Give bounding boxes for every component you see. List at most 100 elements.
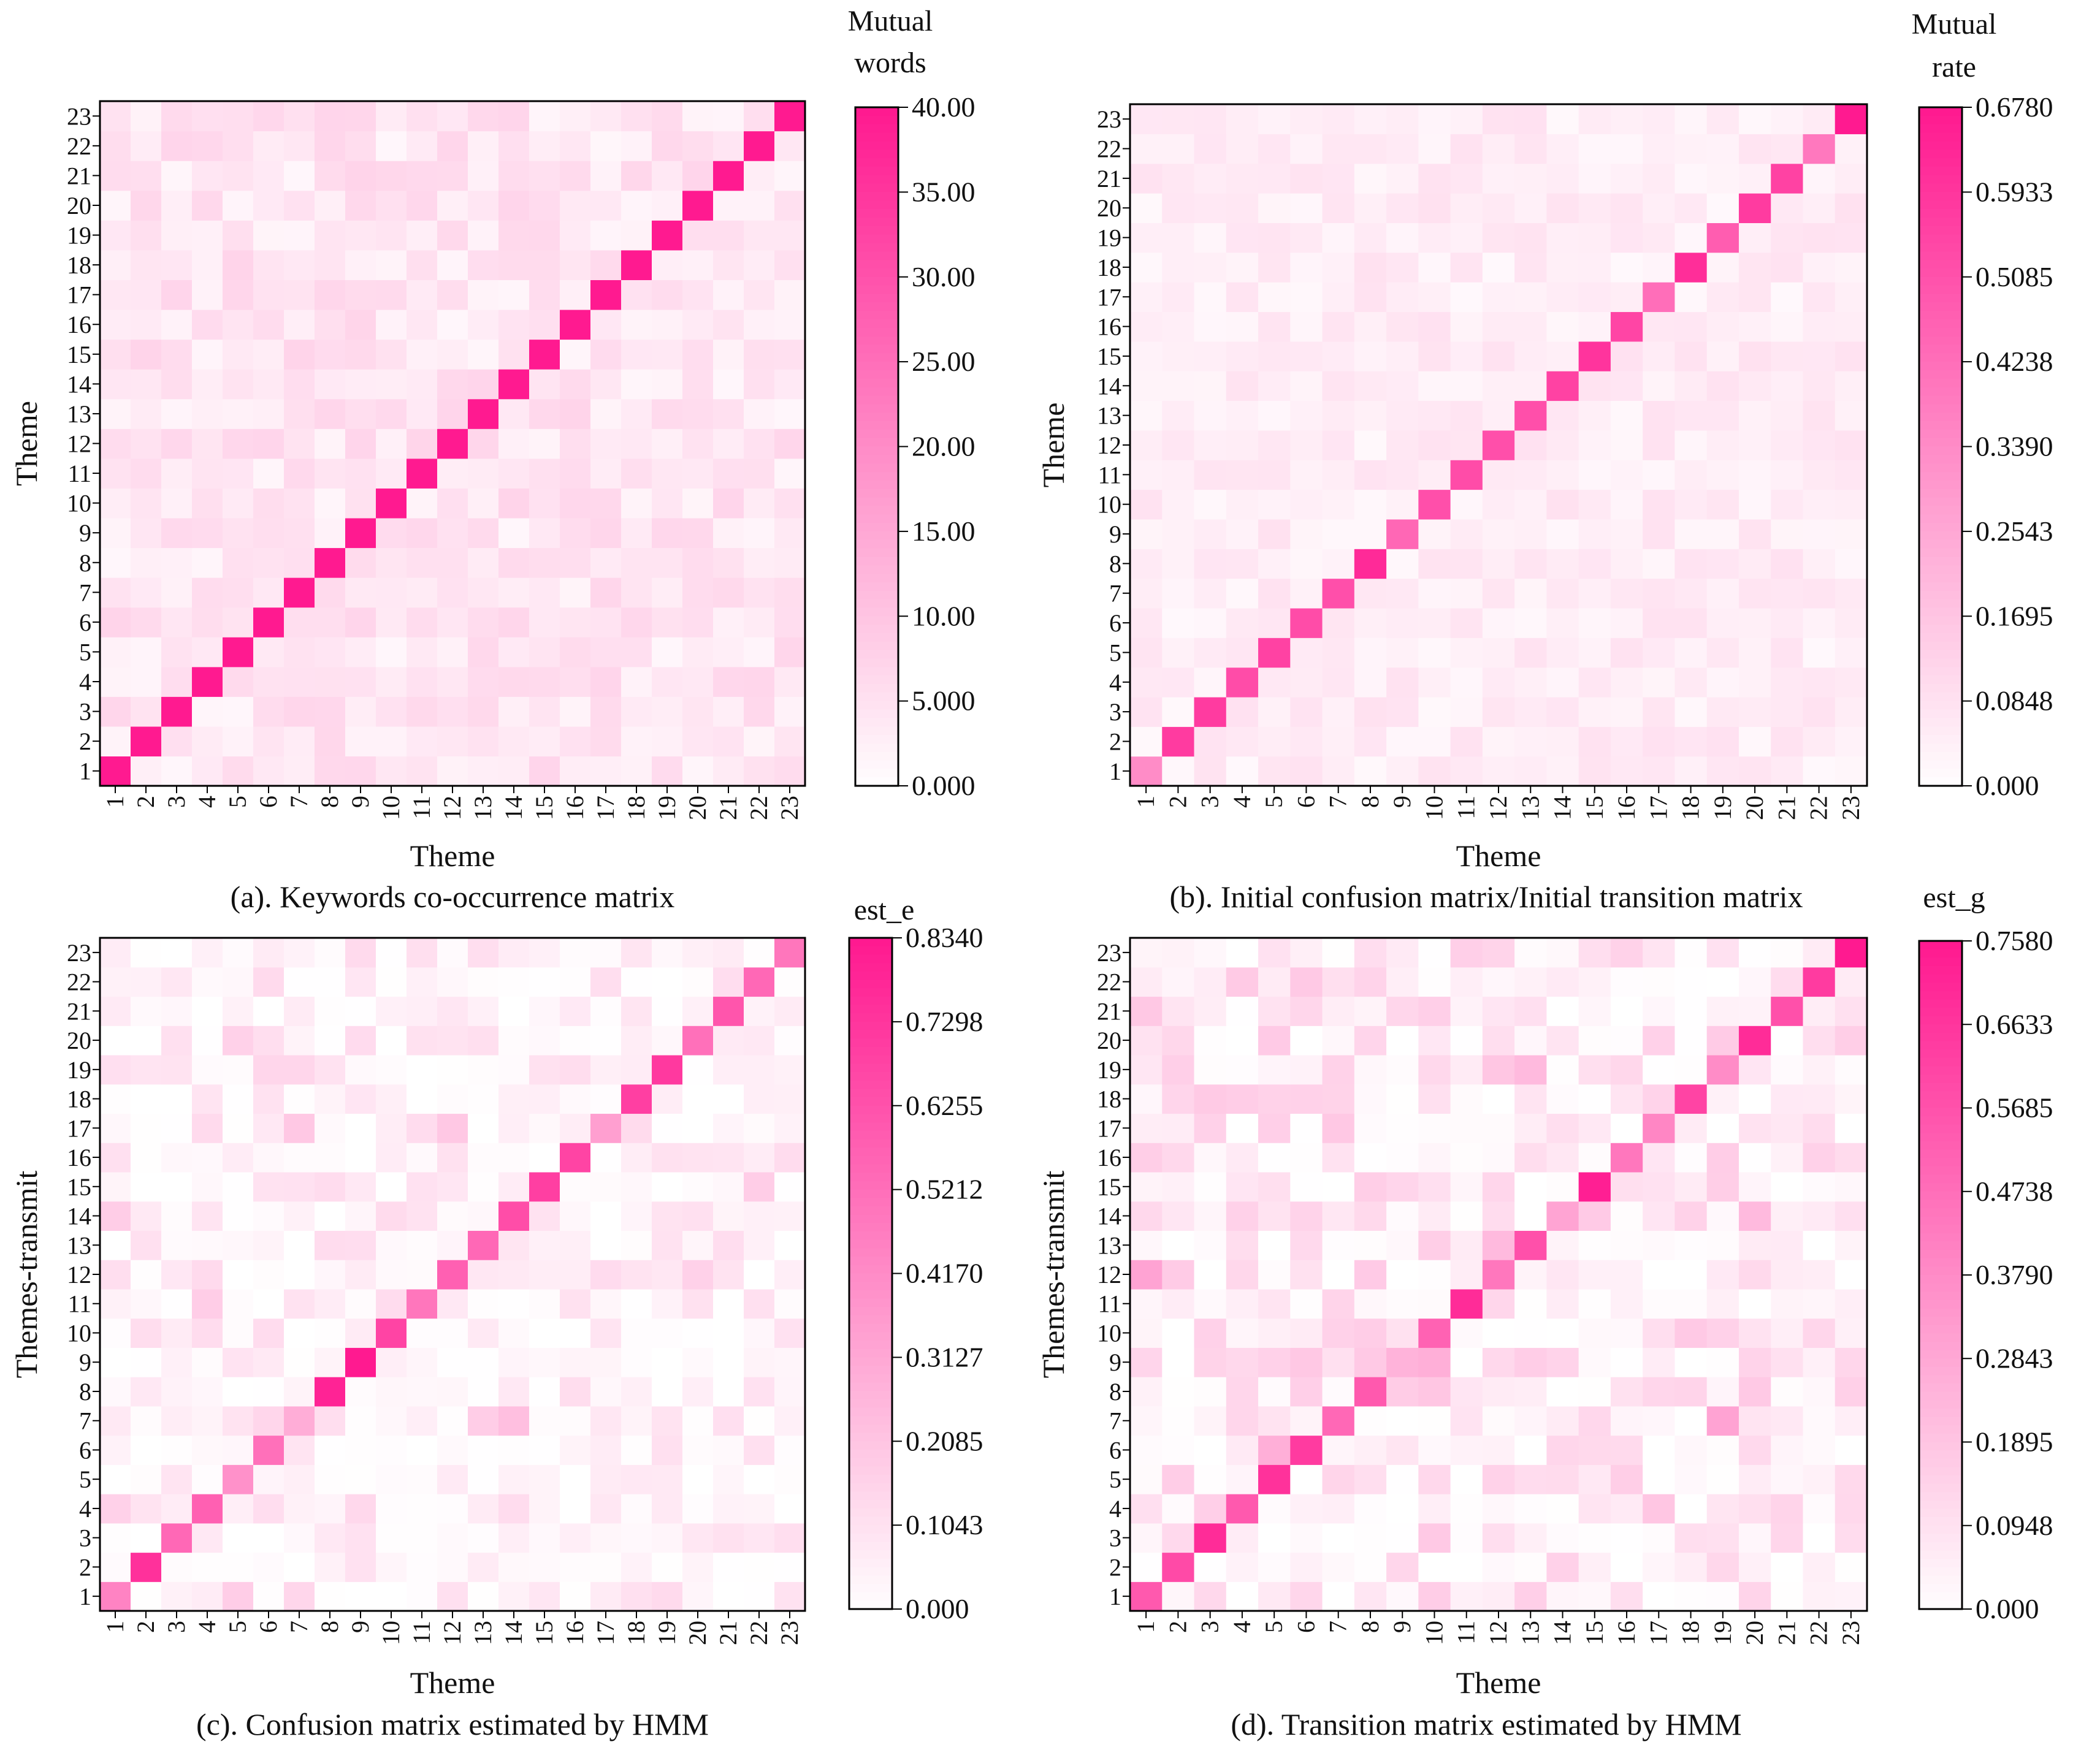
heatmap-cell	[407, 1171, 438, 1202]
heatmap-cell	[529, 967, 560, 997]
colorbar: 0.67800.59330.50850.42380.33900.25430.16…	[1912, 8, 2053, 801]
colorbar-segment	[1919, 949, 1962, 959]
colorbar-segment	[849, 946, 892, 956]
colorbar-segment	[849, 1173, 892, 1182]
heatmap-cell	[621, 488, 652, 519]
heatmap-cell	[1418, 1230, 1451, 1260]
x-axis-label: Theme	[1456, 839, 1541, 873]
y-tick-label: 8	[79, 549, 91, 577]
heatmap-cells	[1130, 104, 1868, 786]
heatmap-cell	[1162, 1113, 1195, 1143]
heatmap-cell	[1130, 1260, 1163, 1290]
y-tick-label: 10	[1097, 1319, 1121, 1347]
colorbar-segment	[1919, 311, 1962, 320]
heatmap-cell	[498, 1464, 530, 1494]
heatmap-cell	[192, 967, 223, 997]
heatmap-cell	[437, 1494, 468, 1524]
heatmap-cell	[161, 996, 193, 1026]
heatmap-cell	[621, 756, 652, 786]
heatmap-cell	[1771, 1552, 1804, 1582]
heatmap-cell	[1130, 996, 1163, 1026]
heatmap-cell	[192, 1084, 223, 1114]
heatmap-cell	[1835, 430, 1868, 460]
heatmap-cell	[560, 1464, 591, 1494]
heatmap-cell	[253, 1201, 284, 1231]
heatmap-cell	[315, 1260, 346, 1290]
heatmap-cell	[284, 1171, 315, 1202]
colorbar-segment	[855, 650, 898, 660]
heatmap-cell	[1578, 1230, 1611, 1260]
y-tick-label: 16	[1097, 313, 1121, 341]
colorbar-tick-label: 25.00	[912, 346, 976, 377]
heatmap-cell	[560, 547, 591, 578]
heatmap-cell	[498, 1113, 530, 1143]
x-tick-label: 8	[1356, 796, 1384, 808]
colorbar-tick-label: 0.000	[906, 1593, 969, 1624]
heatmap-cell	[1290, 163, 1323, 194]
heatmap-cell	[1514, 282, 1547, 313]
heatmap-cell	[161, 1464, 193, 1494]
x-tick-label: 5	[224, 1621, 251, 1633]
heatmap-cell	[498, 1435, 530, 1465]
heatmap-cell	[131, 101, 162, 132]
heatmap-cell	[1610, 1143, 1643, 1173]
heatmap-cell	[315, 637, 346, 668]
heatmap-cell	[1418, 1113, 1451, 1143]
heatmap-cell	[1354, 1377, 1387, 1407]
heatmap-cell	[1835, 1581, 1868, 1612]
colorbar-segment	[1919, 1542, 1962, 1551]
heatmap-cell	[1482, 1113, 1515, 1143]
heatmap-cell	[1322, 252, 1355, 283]
heatmap-cell	[744, 131, 775, 161]
heatmap-cell	[468, 369, 499, 400]
heatmap-cell	[345, 996, 376, 1026]
heatmap-cell	[529, 398, 560, 429]
heatmap-cell	[1738, 193, 1771, 223]
heatmap-cell	[284, 1201, 315, 1231]
heatmap-cell	[713, 339, 744, 370]
heatmap-cell	[192, 1581, 223, 1612]
heatmap-cell	[223, 1581, 254, 1612]
heatmap-cell	[1130, 193, 1163, 223]
colorbar-segment	[849, 1374, 892, 1383]
heatmap-cell	[131, 996, 162, 1026]
heatmap-cell	[774, 1406, 806, 1436]
x-tick-label: 1	[101, 796, 129, 808]
heatmap-cell	[223, 190, 254, 221]
heatmap-cell	[1835, 252, 1868, 283]
heatmap-cell	[315, 996, 346, 1026]
heatmap-cell	[192, 1201, 223, 1231]
heatmap-cell	[1610, 1260, 1643, 1290]
heatmap-cell	[1738, 637, 1771, 668]
heatmap-cell	[437, 547, 468, 578]
heatmap-cell	[498, 726, 530, 757]
heatmap-cell	[682, 1113, 714, 1143]
heatmap-cell	[1354, 1494, 1387, 1524]
heatmap-cell	[682, 369, 714, 400]
heatmap-cell	[1322, 607, 1355, 638]
heatmap-cell	[652, 1581, 683, 1612]
heatmap-cell	[1643, 637, 1676, 668]
heatmap-cell	[345, 458, 376, 489]
y-tick-label: 11	[1098, 461, 1121, 489]
heatmap-cell	[1738, 1113, 1771, 1143]
heatmap-cell	[1738, 667, 1771, 698]
heatmap-cell	[1706, 223, 1739, 253]
heatmap-cell	[498, 996, 530, 1026]
heatmap-cell	[529, 101, 560, 132]
colorbar-segment	[1919, 1299, 1962, 1309]
heatmap-cell	[1546, 1347, 1579, 1377]
heatmap-cell	[1418, 1523, 1451, 1553]
heatmap-cell	[498, 547, 530, 578]
heatmap-cell	[621, 938, 652, 968]
heatmap-cell	[498, 369, 530, 400]
heatmap-cell	[498, 280, 530, 310]
heatmap-cell	[652, 1201, 683, 1231]
colorbar-segment	[1919, 1350, 1962, 1360]
heatmap-cell	[774, 161, 806, 191]
x-tick-label: 14	[1549, 796, 1576, 820]
heatmap-cell	[621, 1464, 652, 1494]
heatmap-cell	[284, 938, 315, 968]
heatmap-cell	[529, 696, 560, 727]
heatmap-cell	[253, 637, 284, 668]
